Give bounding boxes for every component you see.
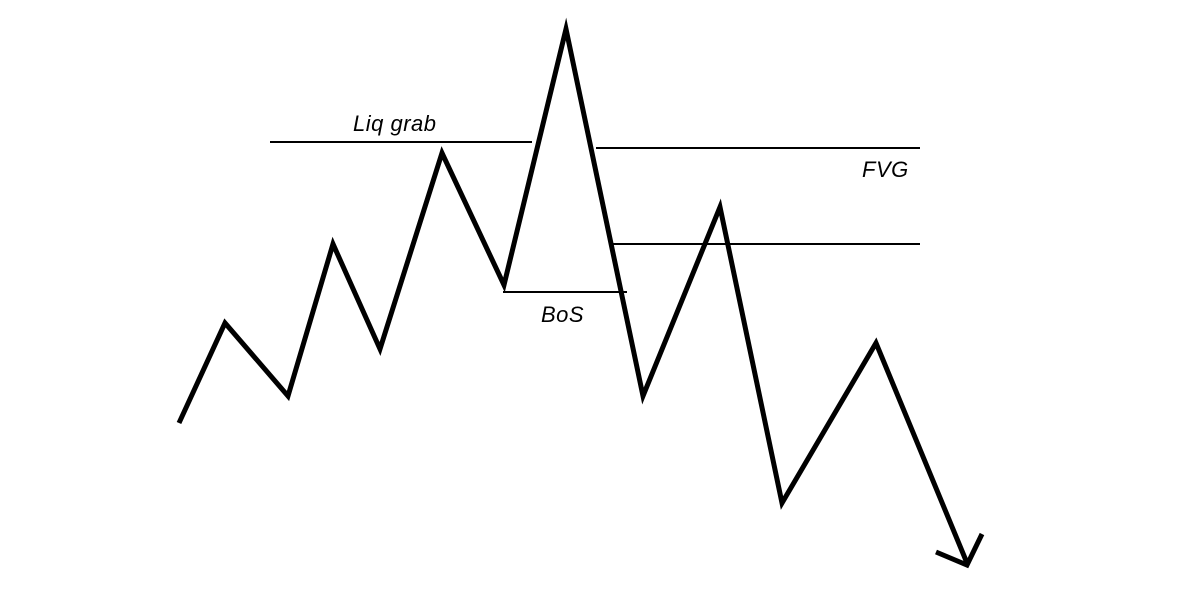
- liq-grab-label: Liq grab: [353, 111, 437, 136]
- price-path: [176, 17, 970, 564]
- fvg-label: FVG: [862, 157, 909, 182]
- arrow-down-right-icon: [935, 532, 985, 569]
- bos-label: BoS: [541, 302, 584, 327]
